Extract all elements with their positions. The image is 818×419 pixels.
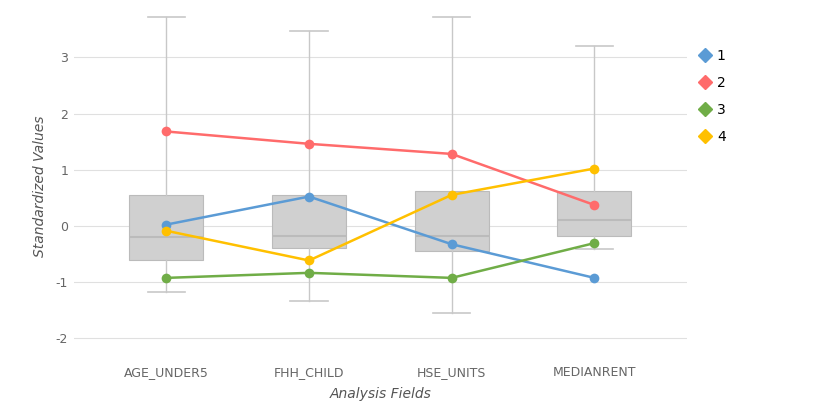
Y-axis label: Standardized Values: Standardized Values <box>34 116 47 257</box>
4 <box>304 258 314 263</box>
2 <box>590 202 600 207</box>
2 <box>447 151 456 156</box>
Line: 2: 2 <box>161 127 600 210</box>
4 <box>161 228 171 233</box>
PathPatch shape <box>272 195 346 248</box>
1 <box>304 194 314 199</box>
PathPatch shape <box>129 195 204 261</box>
1 <box>161 222 171 227</box>
Line: 1: 1 <box>161 191 600 283</box>
2 <box>161 129 171 134</box>
1 <box>590 275 600 280</box>
1 <box>447 242 456 247</box>
3 <box>161 275 171 280</box>
Line: 4: 4 <box>161 164 600 265</box>
X-axis label: Analysis Fields: Analysis Fields <box>330 387 431 401</box>
Line: 3: 3 <box>161 238 600 283</box>
Legend: 1, 2, 3, 4: 1, 2, 3, 4 <box>700 47 727 146</box>
4 <box>590 166 600 171</box>
3 <box>447 275 456 280</box>
PathPatch shape <box>415 191 489 251</box>
4 <box>447 192 456 197</box>
3 <box>590 241 600 246</box>
2 <box>304 141 314 146</box>
PathPatch shape <box>557 191 631 236</box>
3 <box>304 270 314 275</box>
